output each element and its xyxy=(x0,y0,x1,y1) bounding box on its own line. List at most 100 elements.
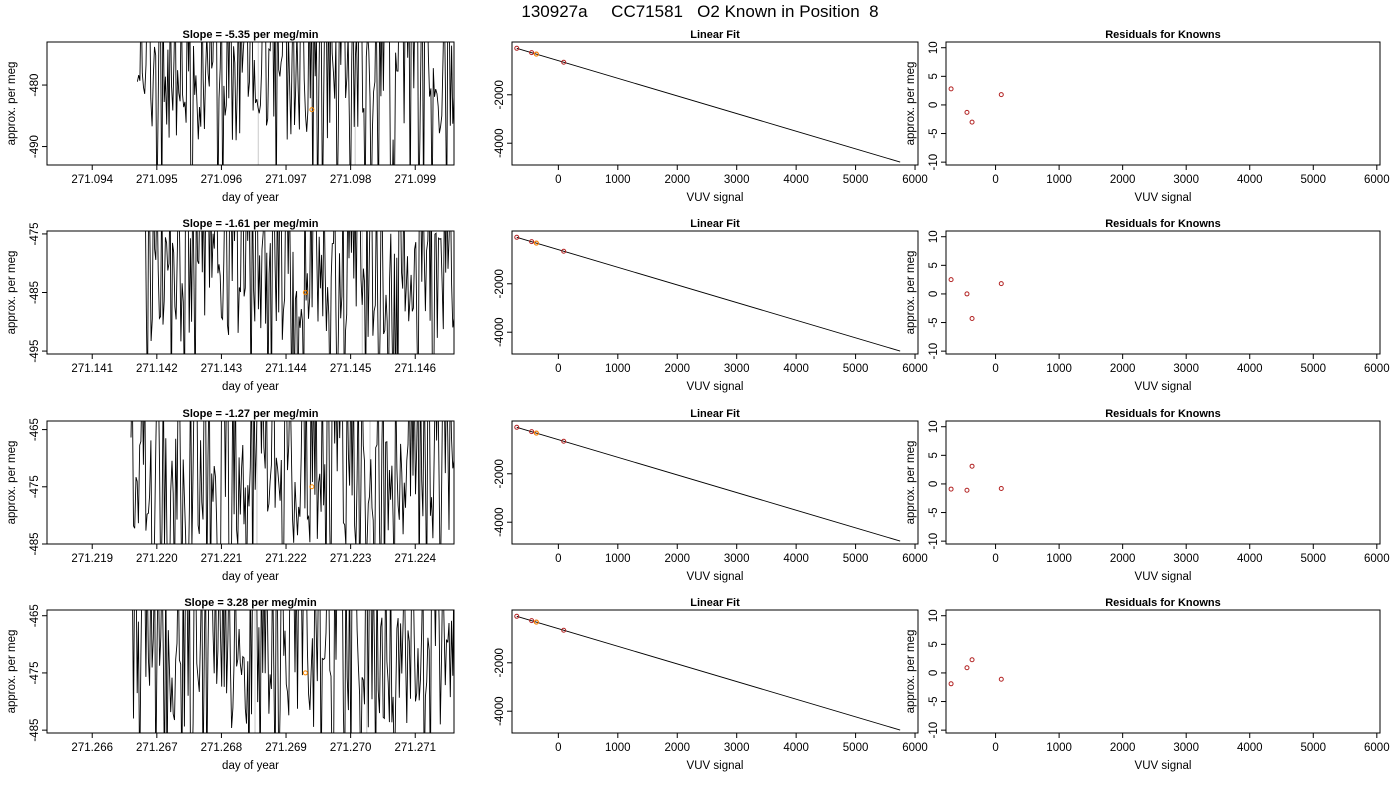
y-tick-label: -485 xyxy=(29,719,41,742)
x-tick-label: 271.096 xyxy=(201,174,243,186)
y-tick-label: -2000 xyxy=(494,459,506,488)
x-tick-label: 271.222 xyxy=(265,553,307,565)
x-tick-label: 5000 xyxy=(843,363,869,375)
y-axis-label: approx. per meg xyxy=(6,62,18,146)
data-point xyxy=(948,86,954,92)
x-tick-label: 2000 xyxy=(664,174,690,186)
plot-area xyxy=(514,424,901,542)
y-tick-label: 10 xyxy=(928,230,940,243)
x-tick-label: 1000 xyxy=(605,363,631,375)
x-tick-label: 271.269 xyxy=(265,742,307,754)
x-tick-label: 271.221 xyxy=(201,553,243,565)
data-point xyxy=(948,277,954,283)
subplot-time-series: Slope = 3.28 per meg/min 271.266 271.267 27… xyxy=(6,597,455,772)
x-axis-label: day of year xyxy=(222,381,279,393)
plot-area xyxy=(948,657,1004,687)
highlight-point xyxy=(533,619,539,625)
data-point xyxy=(529,618,535,624)
x-tick-label: 4000 xyxy=(1237,742,1263,754)
plot-frame xyxy=(46,420,455,545)
y-axis-label: approx. per meg xyxy=(905,251,917,335)
x-tick-label: 271.267 xyxy=(136,742,178,754)
x-tick-label: 4000 xyxy=(783,553,809,565)
plot-area xyxy=(948,463,1004,493)
x-axis-label: VUV signal xyxy=(687,192,744,204)
data-point xyxy=(529,50,535,56)
series-line xyxy=(132,610,454,733)
y-tick-label: -10 xyxy=(928,533,940,550)
y-tick-label: 0 xyxy=(928,102,940,108)
y-tick-label: -4000 xyxy=(494,128,506,157)
subplot-linear-fit: Linear Fit 0 1000 2000 3000 4000 5000 6000 VUV s… xyxy=(494,218,928,393)
y-axis-label: approx. per meg xyxy=(905,62,917,146)
x-tick-label: 4000 xyxy=(783,363,809,375)
x-tick-label: 6000 xyxy=(902,363,928,375)
x-tick-label: 271.219 xyxy=(71,553,113,565)
y-tick-label: -480 xyxy=(29,74,41,97)
y-tick-label: -485 xyxy=(29,532,41,555)
y-tick-label: 5 xyxy=(928,452,940,458)
plot-area xyxy=(948,86,1004,125)
x-tick-label: 2000 xyxy=(1110,363,1136,375)
x-tick-label: 271.094 xyxy=(71,174,113,186)
x-axis-label: VUV signal xyxy=(687,760,744,772)
y-tick-label: 10 xyxy=(928,420,940,433)
data-point xyxy=(948,486,954,492)
fit-line xyxy=(516,615,901,731)
y-tick-label: -10 xyxy=(928,154,940,171)
fit-line xyxy=(516,236,901,352)
x-tick-label: 271.097 xyxy=(265,174,307,186)
y-axis-label: approx. per meg xyxy=(6,441,18,525)
x-tick-label: 2000 xyxy=(664,553,690,565)
data-point xyxy=(561,627,567,633)
data-point xyxy=(514,45,520,51)
series-line xyxy=(136,42,454,165)
y-tick-label: -4000 xyxy=(494,696,506,725)
x-tick-label: 6000 xyxy=(1364,174,1390,186)
series-line xyxy=(145,231,454,354)
plot-frame xyxy=(511,230,919,355)
x-tick-label: 271.268 xyxy=(201,742,243,754)
plot-area xyxy=(514,613,901,731)
y-tick-label: -465 xyxy=(29,604,41,627)
figure-title: 130927a CC71581 O2 Known in Position 8 xyxy=(521,2,879,21)
x-tick-label: 1000 xyxy=(1046,742,1072,754)
data-point xyxy=(948,681,954,687)
plot-frame xyxy=(945,420,1381,545)
subplot-title: Residuals for Knowns xyxy=(1105,408,1221,420)
x-tick-label: 5000 xyxy=(843,742,869,754)
y-axis-label: approx. per meg xyxy=(905,441,917,525)
x-tick-label: 271.270 xyxy=(330,742,372,754)
data-point xyxy=(998,92,1004,98)
x-axis-label: VUV signal xyxy=(1135,571,1192,583)
x-tick-label: 0 xyxy=(992,742,998,754)
marker-point xyxy=(302,670,308,676)
plot-frame xyxy=(511,41,919,166)
y-tick-label: -5 xyxy=(928,507,940,517)
y-tick-label: 10 xyxy=(928,609,940,622)
subplot-title: Slope = -5.35 per meg/min xyxy=(182,29,318,41)
y-tick-label: -490 xyxy=(29,135,41,158)
data-point xyxy=(964,291,970,297)
y-tick-label: -485 xyxy=(29,281,41,304)
plot-frame xyxy=(945,41,1381,166)
x-tick-label: 6000 xyxy=(1364,553,1390,565)
subplot-linear-fit: Linear Fit 0 1000 2000 3000 4000 5000 6000 VUV s… xyxy=(494,408,928,583)
x-tick-label: 2000 xyxy=(664,742,690,754)
subplot-title: Linear Fit xyxy=(690,218,740,230)
subplot-time-series: Slope = -1.61 per meg/min 271.141 271.142 2… xyxy=(6,218,455,393)
x-tick-label: 5000 xyxy=(843,553,869,565)
y-tick-label: -10 xyxy=(928,722,940,739)
data-point xyxy=(998,486,1004,492)
x-tick-label: 1000 xyxy=(1046,174,1072,186)
x-tick-label: 3000 xyxy=(1173,553,1199,565)
data-point xyxy=(529,239,535,245)
data-point xyxy=(964,487,970,493)
subplot-time-series: Slope = -5.35 per meg/min 271.094 271.095 2… xyxy=(6,29,455,204)
x-tick-label: 271.141 xyxy=(71,363,113,375)
y-tick-label: 5 xyxy=(928,73,940,79)
x-tick-label: 271.223 xyxy=(330,553,372,565)
x-axis-label: day of year xyxy=(222,192,279,204)
x-tick-label: 271.145 xyxy=(330,363,372,375)
